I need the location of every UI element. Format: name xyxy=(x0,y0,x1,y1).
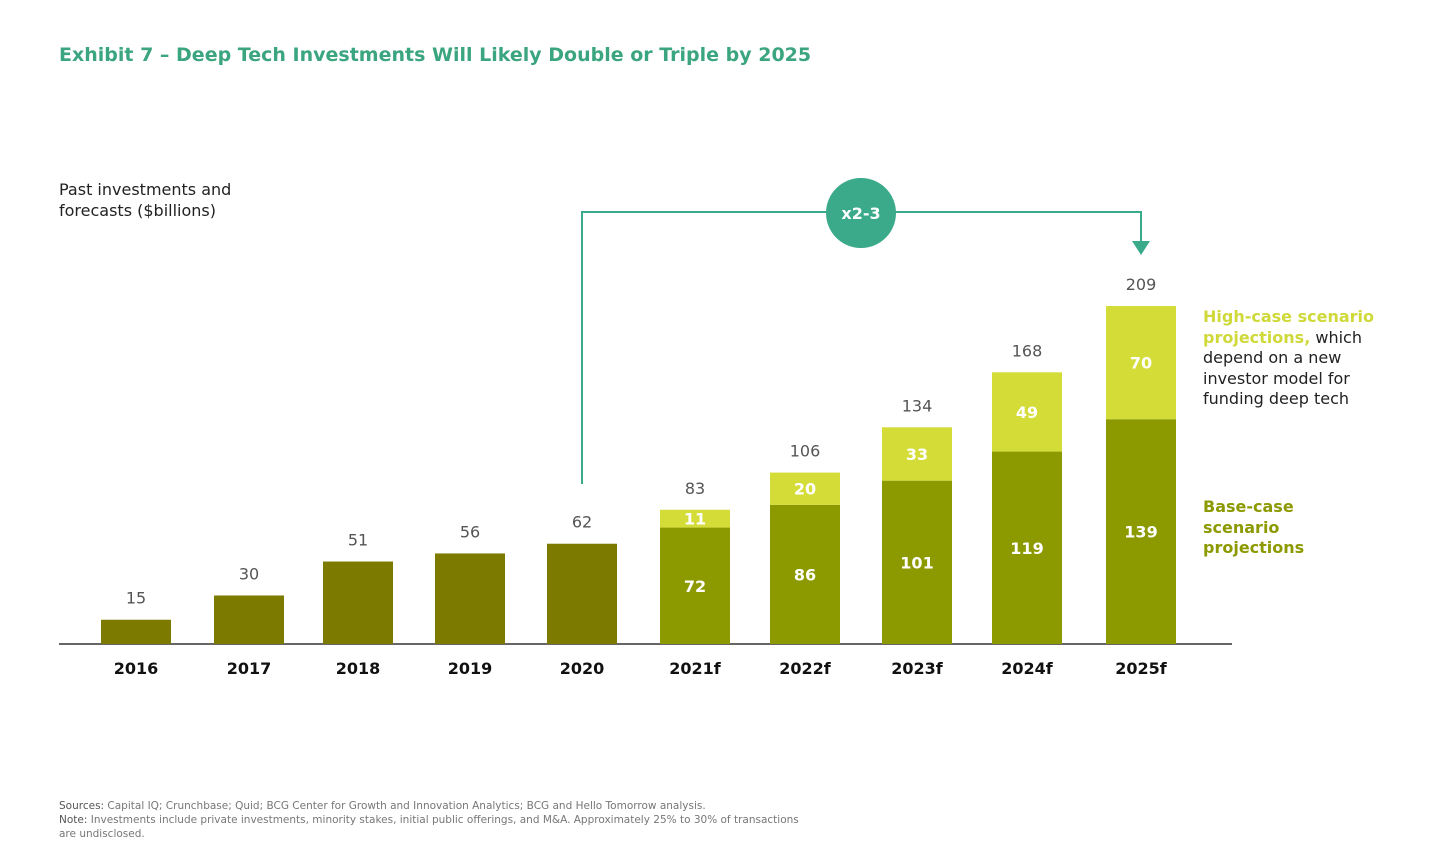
total-label: 51 xyxy=(348,531,368,550)
total-label: 83 xyxy=(685,479,705,498)
bar-value-label: 20 xyxy=(794,480,816,499)
x-tick-label: 2017 xyxy=(227,659,272,678)
bar-value-label: 72 xyxy=(684,577,706,596)
annotation-badge xyxy=(826,178,896,248)
bar-value-label: 11 xyxy=(684,510,706,529)
bar-value-label: 33 xyxy=(906,445,928,464)
total-label: 209 xyxy=(1126,275,1157,294)
x-tick-label: 2022f xyxy=(779,659,832,678)
x-tick-label: 2018 xyxy=(336,659,381,678)
chart-title: Exhibit 7 – Deep Tech Investments Will L… xyxy=(59,44,812,66)
legend-high-case-desc: which depend on a new investor model for… xyxy=(1203,327,1362,409)
total-label: 106 xyxy=(790,442,821,461)
total-label: 15 xyxy=(126,589,146,608)
arrow-down-icon xyxy=(1132,241,1150,255)
bar-2023f-s1 xyxy=(882,480,952,644)
bar-2025f-s1 xyxy=(1106,419,1176,644)
bar-2018-s0 xyxy=(323,561,393,644)
note-label: Note: xyxy=(59,814,88,826)
bar-value-label: 49 xyxy=(1016,403,1038,422)
bar-value-label: 119 xyxy=(1010,539,1043,558)
bar-2020-s0 xyxy=(547,543,617,644)
legend-base-case: Base-case scenario projections xyxy=(1203,497,1305,557)
note-text: Investments include private investments,… xyxy=(59,814,799,840)
total-label: 62 xyxy=(572,513,592,532)
bar-2022f-s2 xyxy=(770,472,840,505)
sources-text: Capital IQ; Crunchbase; Quid; BCG Center… xyxy=(104,800,706,812)
x-tick-label: 2025f xyxy=(1115,659,1168,678)
bar-2025f-s2 xyxy=(1106,306,1176,420)
x-tick-label: 2019 xyxy=(448,659,493,678)
footnote: Sources: Capital IQ; Crunchbase; Quid; B… xyxy=(59,799,799,841)
total-label: 134 xyxy=(902,396,933,415)
bar-2021f-s1 xyxy=(660,527,730,644)
bar-value-label: 86 xyxy=(794,565,816,584)
x-tick-label: 2020 xyxy=(560,659,605,678)
bar-2024f-s2 xyxy=(992,372,1062,452)
bar-2021f-s2 xyxy=(660,509,730,528)
annotation-label: x2-3 xyxy=(841,204,880,223)
total-label: 168 xyxy=(1012,341,1043,360)
bar-2019-s0 xyxy=(435,553,505,644)
bar-2023f-s2 xyxy=(882,427,952,481)
bar-2017-s0 xyxy=(214,595,284,644)
total-label: 56 xyxy=(460,522,480,541)
bar-value-label: 101 xyxy=(900,553,933,572)
x-tick-label: 2023f xyxy=(891,659,944,678)
x-tick-label: 2024f xyxy=(1001,659,1054,678)
bar-value-label: 70 xyxy=(1130,354,1152,373)
total-label: 30 xyxy=(239,564,259,583)
sources-label: Sources: xyxy=(59,800,105,812)
bar-2016-s0 xyxy=(101,619,171,644)
y-axis-label: Past investments and forecasts ($billion… xyxy=(59,180,232,220)
legend-high-case-title: High-case scenario projections, xyxy=(1203,307,1374,347)
bar-value-label: 139 xyxy=(1124,523,1157,542)
x-tick-label: 2016 xyxy=(114,659,159,678)
bar-2024f-s1 xyxy=(992,451,1062,644)
x-tick-label: 2021f xyxy=(669,659,722,678)
bar-2022f-s1 xyxy=(770,504,840,644)
legend-high-case: High-case scenario projections, which de… xyxy=(1203,307,1383,410)
